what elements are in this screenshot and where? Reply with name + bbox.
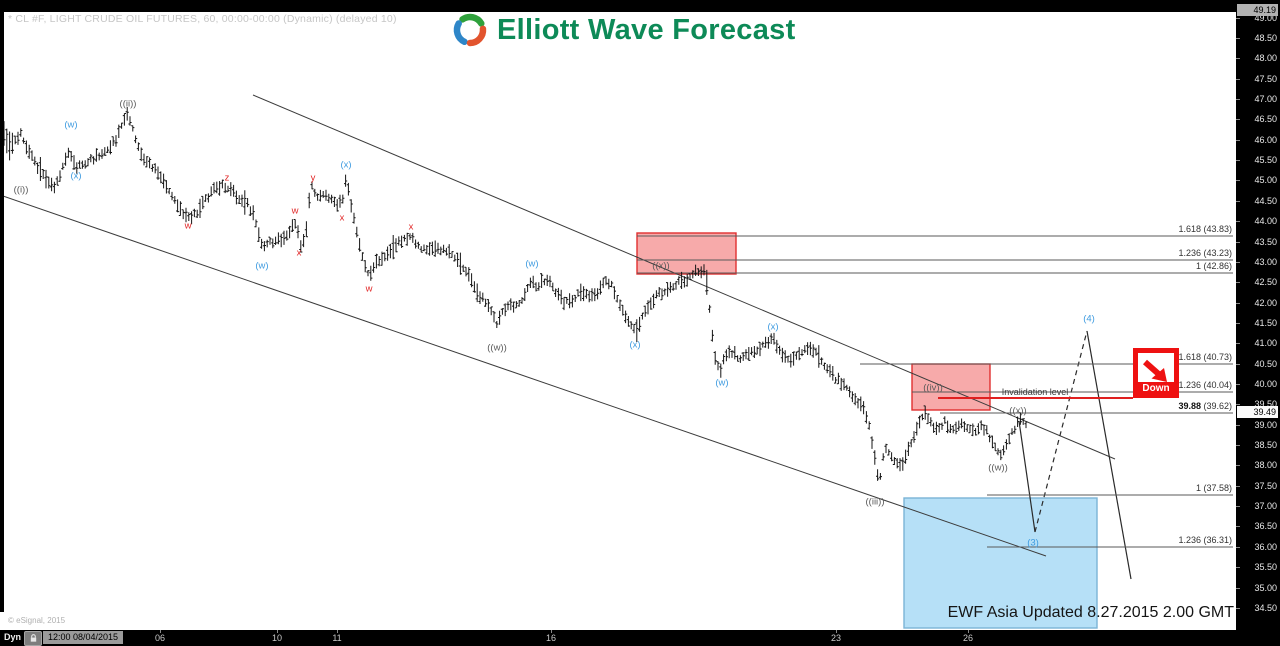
logo-text: Elliott Wave Forecast xyxy=(497,13,796,46)
price-tick-mark xyxy=(1236,485,1240,487)
projection-line xyxy=(1086,330,1132,580)
price-tick-label: 49.00 xyxy=(1254,12,1277,23)
price-tick-label: 45.50 xyxy=(1254,155,1277,166)
price-tick-label: 43.00 xyxy=(1254,256,1277,267)
time-tick-mark xyxy=(551,630,552,633)
time-tick-mark xyxy=(337,630,338,633)
trend-channel-line xyxy=(0,194,1047,557)
time-tick-label: 11 xyxy=(332,633,342,643)
price-tick-label: 42.00 xyxy=(1254,297,1277,308)
price-tick-label: 48.50 xyxy=(1254,32,1277,43)
resistance-box-lower xyxy=(911,363,991,411)
price-tick-label: 34.50 xyxy=(1254,602,1277,613)
time-tick-mark xyxy=(160,630,161,633)
price-tick-mark xyxy=(1236,119,1240,121)
price-tick-label: 40.50 xyxy=(1254,358,1277,369)
price-tick-mark xyxy=(1236,567,1240,569)
price-tick-mark xyxy=(1236,241,1240,243)
price-tick-mark xyxy=(1236,404,1240,406)
price-tick-label: 39.50 xyxy=(1254,399,1277,410)
price-tick-label: 37.00 xyxy=(1254,501,1277,512)
dynamic-mode-button[interactable]: Dyn xyxy=(4,632,22,642)
lock-icon[interactable] xyxy=(24,631,42,646)
last-price-badge: 39.49 xyxy=(1237,406,1278,418)
price-tick-label: 37.50 xyxy=(1254,480,1277,491)
price-tick-label: 48.00 xyxy=(1254,53,1277,64)
time-tick-label: 06 xyxy=(154,633,166,643)
price-tick-mark xyxy=(1236,302,1240,304)
price-tick-label: 35.50 xyxy=(1254,562,1277,573)
price-tick-label: 44.00 xyxy=(1254,216,1277,227)
time-tick-label: 16 xyxy=(545,633,557,643)
price-tick-label: 36.00 xyxy=(1254,541,1277,552)
price-tick-label: 47.50 xyxy=(1254,73,1277,84)
window-title-bar[interactable] xyxy=(0,0,1280,12)
price-tick-mark xyxy=(1236,160,1240,162)
price-tick-mark xyxy=(1236,282,1240,284)
price-tick-mark xyxy=(1236,343,1240,345)
resistance-box-upper xyxy=(636,232,737,275)
price-tick-mark xyxy=(1236,363,1240,365)
time-tick-label: 26 xyxy=(962,633,974,643)
target-box-blue xyxy=(903,497,1098,629)
price-tick-label: 36.50 xyxy=(1254,521,1277,532)
down-marker-label: Down xyxy=(1137,382,1175,395)
time-tick-mark xyxy=(277,630,278,633)
price-tick-mark xyxy=(1236,17,1240,19)
price-tick-mark xyxy=(1236,261,1240,263)
price-tick-label: 35.00 xyxy=(1254,582,1277,593)
price-axis[interactable]: 49.00 48.50 48.00 47.50 47.00 46.50 46.00 45.50… xyxy=(1236,0,1280,630)
down-direction-marker: Down xyxy=(1133,348,1179,398)
price-tick-label: 46.00 xyxy=(1254,134,1277,145)
price-tick-label: 43.50 xyxy=(1254,236,1277,247)
time-tick-label: 10 xyxy=(271,633,283,643)
price-tick-label: 45.00 xyxy=(1254,175,1277,186)
price-tick-mark xyxy=(1236,221,1240,223)
price-tick-label: 41.00 xyxy=(1254,338,1277,349)
price-tick-label: 47.00 xyxy=(1254,94,1277,105)
time-tick-mark xyxy=(836,630,837,633)
price-tick-mark xyxy=(1236,465,1240,467)
price-tick-label: 39.00 xyxy=(1254,419,1277,430)
price-tick-mark xyxy=(1236,99,1240,101)
price-tick-mark xyxy=(1236,526,1240,528)
esignal-copyright: © eSignal, 2015 xyxy=(8,616,66,625)
logo: Elliott Wave Forecast xyxy=(450,9,796,51)
price-tick-mark xyxy=(1236,607,1240,609)
price-tick-mark xyxy=(1236,445,1240,447)
time-tick-mark xyxy=(968,630,969,633)
price-tick-label: 44.50 xyxy=(1254,195,1277,206)
price-tick-mark xyxy=(1236,587,1240,589)
price-tick-label: 41.50 xyxy=(1254,317,1277,328)
price-tick-label: 38.50 xyxy=(1254,440,1277,451)
price-tick-mark xyxy=(1236,37,1240,39)
price-tick-mark xyxy=(1236,78,1240,80)
price-tick-label: 38.00 xyxy=(1254,460,1277,471)
price-tick-mark xyxy=(1236,383,1240,385)
price-bars xyxy=(3,107,1027,481)
price-tick-mark xyxy=(1236,322,1240,324)
price-tick-label: 42.50 xyxy=(1254,277,1277,288)
down-arrow-icon xyxy=(1143,359,1167,382)
logo-swirl-icon xyxy=(453,13,487,47)
window-border-left xyxy=(0,0,4,612)
price-tick-mark xyxy=(1236,506,1240,508)
price-tick-mark xyxy=(1236,200,1240,202)
price-tick-label: 46.50 xyxy=(1254,114,1277,125)
time-tick-label: 23 xyxy=(830,633,842,643)
price-tick-mark xyxy=(1236,58,1240,60)
price-tick-mark xyxy=(1236,180,1240,182)
first-bar-timestamp: 12:00 08/04/2015 xyxy=(43,631,124,644)
instrument-title: * CL #F, LIGHT CRUDE OIL FUTURES, 60, 00… xyxy=(8,13,397,25)
price-tick-label: 40.00 xyxy=(1254,378,1277,389)
price-tick-mark xyxy=(1236,139,1240,141)
price-tick-mark xyxy=(1236,424,1240,426)
time-axis[interactable]: Dyn 12:00 08/04/2015 06 10 11 16 23 26 xyxy=(0,630,1280,646)
price-bar-ticks xyxy=(2,111,1028,480)
price-tick-mark xyxy=(1236,546,1240,548)
scale-high-badge: 49.19 xyxy=(1237,4,1278,16)
projection-line xyxy=(1018,420,1036,533)
